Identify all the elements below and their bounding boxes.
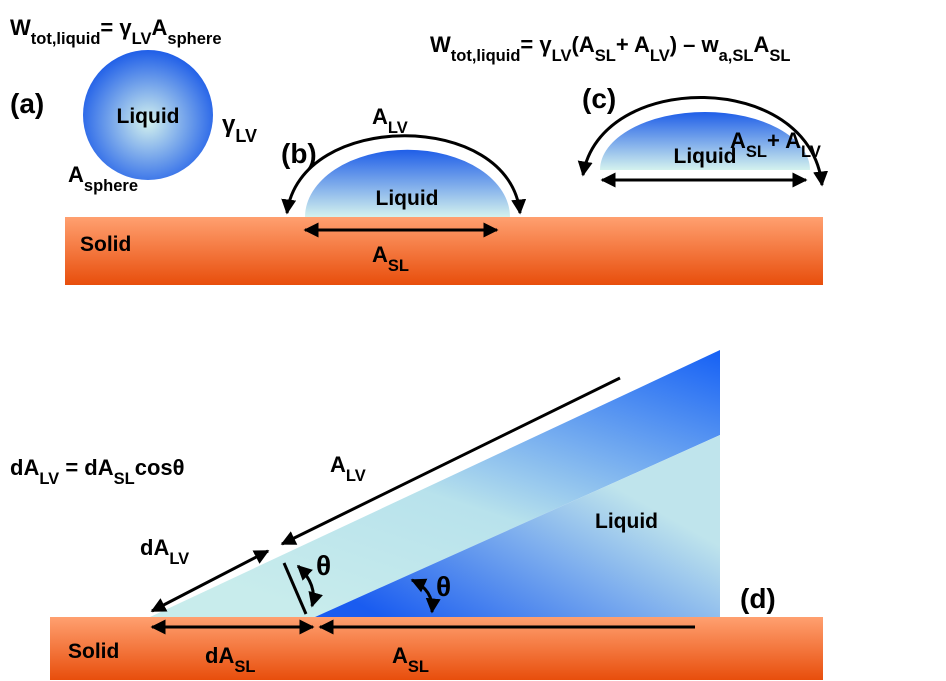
text-part: tot,liquid [451,47,521,65]
equation: dALV = dASLcosθ [10,455,185,488]
equation: Wtot,liquid= γLVAsphere [10,15,222,48]
angle-label: θ [316,550,331,581]
text-part: LV [169,550,189,568]
text-part: = dA [59,455,114,480]
angle-label: θ [436,571,451,602]
text-part: W [430,32,451,57]
solid-label: Solid [80,233,131,256]
text-part: LV [801,143,821,161]
text-part: LV [132,30,152,48]
text-part: A [68,162,84,187]
liquid-label: Liquid [595,510,658,533]
area-label: ASL [372,242,409,275]
text-part: A [152,15,168,40]
text-part: A [730,128,746,153]
text-part: W [10,15,31,40]
area-label: ASL [392,643,429,676]
text-part: LV [388,119,408,137]
text-part: = γ [100,15,132,40]
text-part: cosθ [135,455,185,480]
text-part: = γ [520,32,552,57]
text-part: SL [746,143,767,161]
liquid-label: Liquid [674,145,737,168]
equation: Wtot,liquid= γLV(ASL+ ALV) – wa,SLASL [430,32,790,65]
panel-label: (b) [281,138,317,169]
text-part: SL [769,47,790,65]
surface-tension-label: γLV [222,111,257,146]
text-part: SL [388,257,409,275]
text-part: dA [205,643,234,668]
text-part: a,SL [719,47,754,65]
text-part: γ [222,111,236,138]
shapes [50,50,829,680]
text-part: LV [650,47,670,65]
text-part: tot,liquid [31,30,101,48]
liquid-label: Liquid [117,105,180,128]
text-part: dA [10,455,39,480]
solid-label: Solid [68,640,119,663]
area-label: dASL [205,643,255,676]
text-part: + A [767,128,801,153]
area-label: Asphere [68,162,138,195]
text-part: sphere [84,177,138,195]
area-label: ALV [330,452,366,485]
area-label: dALV [140,535,189,568]
text-part: A [372,242,388,267]
panel-label: (d) [740,583,776,614]
text-part: LV [235,126,257,146]
text-part: SL [408,658,429,676]
area-label: ASL+ ALV [730,128,821,161]
text-part: dA [140,535,169,560]
text-part: SL [595,47,616,65]
text-part: (A [572,32,595,57]
text-part: LV [346,467,366,485]
text-part: + A [616,32,650,57]
panel-label: (c) [582,83,616,114]
text-part: LV [39,470,59,488]
text-part: SL [114,470,135,488]
panel-label: (a) [10,88,44,119]
text-part: LV [552,47,572,65]
text-part: sphere [167,30,221,48]
text-part: A [330,452,346,477]
text-part: ) – w [670,32,720,57]
area-label: ALV [372,104,408,137]
text-part: SL [234,658,255,676]
text-part: A [392,643,408,668]
liquid-label: Liquid [376,187,439,210]
text-part: A [372,104,388,129]
text-part: A [753,32,769,57]
